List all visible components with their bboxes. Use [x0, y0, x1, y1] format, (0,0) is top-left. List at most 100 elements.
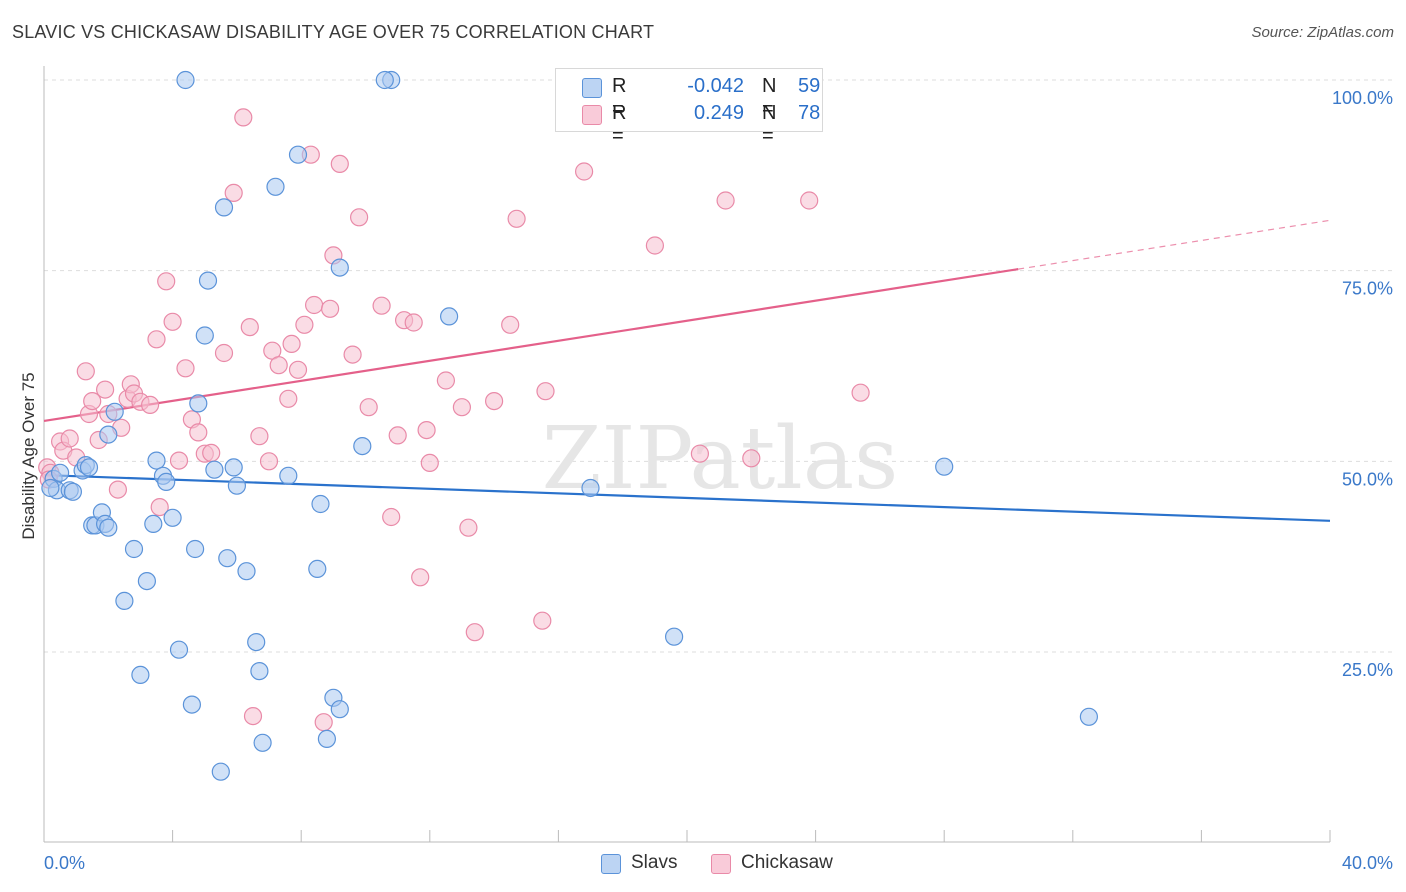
slavs-point: [131, 665, 150, 685]
slavs-point: [250, 661, 269, 681]
slavs-point: [186, 539, 205, 559]
chickasaw-point: [507, 209, 526, 228]
chickasaw-point: [169, 451, 189, 470]
legend-swatch-chickasaw: [582, 105, 602, 125]
slavs-point: [176, 70, 195, 90]
trend-lines: [43, 219, 1331, 522]
chickasaw-point: [243, 706, 263, 726]
chickasaw-trend-extension: [1018, 219, 1331, 270]
watermark: ZIPatlas: [542, 409, 898, 509]
correlation-legend: R = -0.042 N = 59 R = 0.249 N = 78: [555, 68, 823, 147]
chickasaw-point: [288, 360, 308, 379]
slavs-point: [163, 508, 182, 527]
slavs-point: [99, 425, 118, 444]
slavs-point: [1079, 707, 1099, 726]
chickasaw-point: [108, 480, 128, 499]
legend-r-label: R =: [612, 75, 627, 120]
slavs-point: [247, 632, 266, 652]
slavs-point: [79, 458, 99, 477]
chickasaw-point: [330, 154, 349, 173]
slavs-point: [227, 476, 246, 495]
source-label: Source: ZipAtlas.com: [1251, 24, 1394, 41]
slavs-point: [189, 394, 208, 413]
slavs-point: [124, 539, 144, 559]
slavs-point: [182, 695, 201, 714]
chickasaw-point: [189, 423, 208, 442]
chickasaw-point: [536, 382, 555, 401]
chickasaw-point: [240, 318, 259, 337]
slavs-point: [330, 700, 349, 719]
axes: [43, 66, 1331, 843]
chickasaw-point: [202, 443, 221, 462]
chickasaw-point: [141, 395, 160, 414]
x-tick-label-min: 0.0%: [44, 853, 85, 873]
chickasaw-point: [305, 295, 324, 315]
legend-r-value: 0.249: [693, 102, 744, 124]
slavs-trend-line: [43, 473, 1331, 522]
chickasaw-point: [459, 518, 478, 537]
legend-n-label: N =: [762, 102, 777, 147]
chickasaw-point: [645, 236, 665, 255]
slavs-point: [218, 549, 237, 568]
slavs-point: [375, 70, 394, 90]
chickasaw-point: [485, 392, 504, 411]
slavs-point: [211, 762, 230, 781]
x-tick-label-max: 40.0%: [1342, 853, 1393, 873]
slavs-point: [266, 177, 285, 196]
chickasaw-point: [269, 356, 288, 375]
chickasaw-point: [690, 444, 710, 463]
slavs-point: [317, 729, 336, 749]
chickasaw-point: [83, 392, 102, 411]
chickasaw-point: [501, 315, 520, 334]
slavs-point: [308, 559, 327, 579]
chickasaw-point: [436, 371, 455, 390]
chickasaw-point: [176, 359, 195, 378]
slavs-point: [205, 460, 224, 479]
slavs-point: [195, 326, 214, 345]
chickasaw-point: [259, 452, 279, 471]
chickasaw-point: [452, 398, 471, 417]
slavs-point: [198, 271, 218, 290]
chickasaw-point: [411, 568, 430, 587]
chickasaw-point: [250, 427, 269, 446]
slavs-point: [664, 627, 684, 646]
chickasaw-point: [388, 426, 407, 445]
chickasaw-point: [350, 208, 369, 227]
chickasaw-point: [282, 334, 301, 353]
slavs-point: [144, 514, 163, 534]
chickasaw-point: [420, 453, 439, 472]
chickasaw-point: [465, 623, 484, 642]
slavs-point: [279, 466, 298, 485]
slavs-point: [224, 458, 243, 477]
slavs-point: [440, 307, 459, 326]
chickasaw-point: [163, 312, 182, 331]
slavs-point: [41, 478, 60, 498]
y-tick-label-25: 25.0%: [1342, 660, 1393, 680]
y-tick-label-50: 50.0%: [1342, 469, 1393, 489]
slavs-point: [214, 198, 234, 217]
slavs-point: [137, 571, 156, 591]
chickasaw-trend-line: [43, 268, 1019, 422]
chickasaw-point: [60, 429, 79, 448]
y-tick-labels: 25.0% 50.0% 75.0% 100.0%: [1332, 88, 1393, 680]
slavs-point: [311, 494, 330, 514]
chickasaw-point: [372, 296, 391, 315]
slavs-point: [288, 145, 308, 164]
bottom-legend-swatch-slavs: [601, 854, 621, 874]
legend-n-value: 59: [798, 75, 821, 97]
chickasaw-point: [716, 191, 735, 210]
slavs-point: [63, 482, 83, 501]
chickasaw-point: [417, 421, 436, 440]
chickasaw-point: [742, 449, 761, 468]
chickasaw-point: [382, 507, 401, 527]
chickasaw-point: [214, 343, 234, 363]
chickasaw-point: [343, 345, 362, 364]
slavs-point: [105, 402, 124, 421]
chickasaw-point: [147, 330, 166, 349]
slavs-point: [581, 478, 600, 498]
chickasaw-point: [157, 272, 176, 291]
chickasaw-point: [95, 380, 115, 399]
legend-r-value: -0.042: [687, 75, 744, 97]
slavs-point: [115, 591, 134, 611]
